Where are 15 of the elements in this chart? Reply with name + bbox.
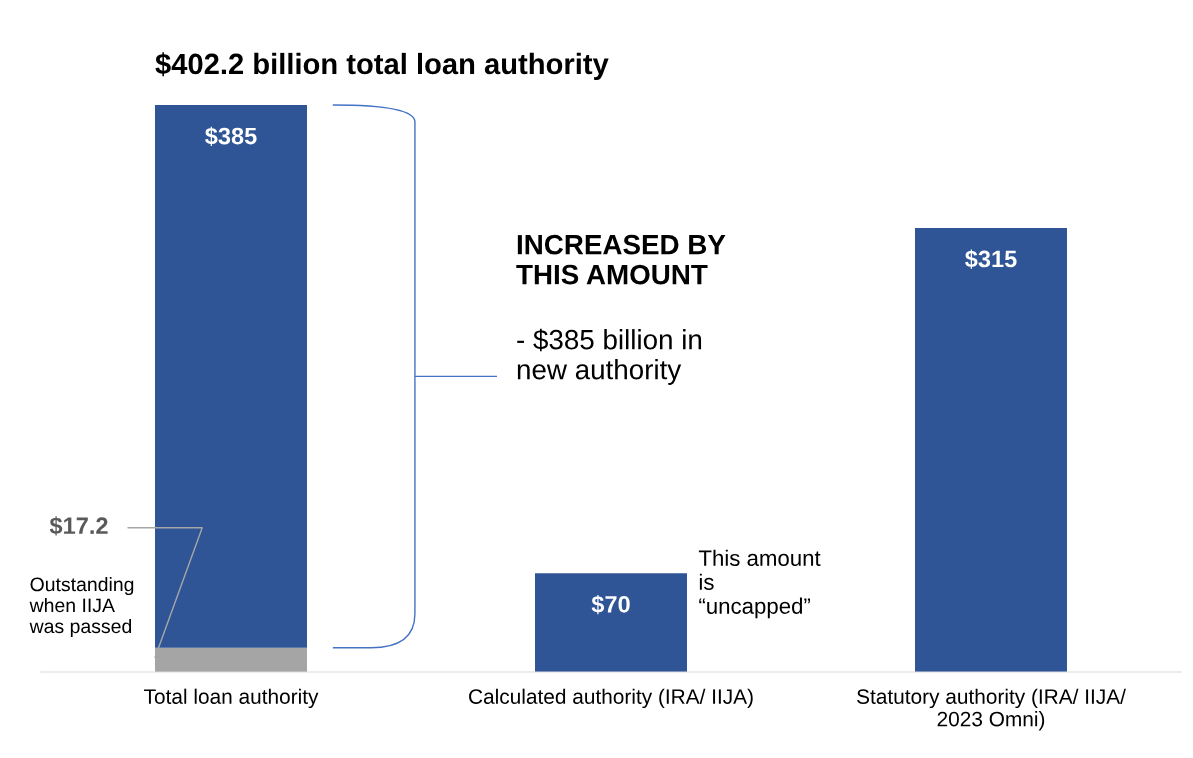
data-label: $17.2 — [49, 516, 108, 536]
annotation: INCREASED BY THIS AMOUNT — [516, 234, 726, 285]
data-label: $70 — [591, 594, 630, 615]
x-tick-label: Calculated authority (IRA/ IIJA) — [469, 688, 753, 709]
x-tick-label: Statutory authority (IRA/ IIJA/ 2023 Omni) — [857, 688, 1126, 731]
annotation: Outstanding when IIJA was passed — [29, 576, 134, 638]
bar — [155, 105, 307, 648]
bar — [915, 227, 1067, 672]
chart-title: $402.2 billion total loan authority — [155, 52, 609, 81]
x-tick-label: Total loan authority — [144, 688, 319, 709]
data-label: $385 — [205, 126, 257, 146]
data-label: $315 — [965, 249, 1017, 269]
bar — [535, 573, 687, 672]
annotation: This amount is “uncapped” — [698, 549, 821, 619]
annotation: - $385 billion in new authority — [517, 328, 702, 385]
